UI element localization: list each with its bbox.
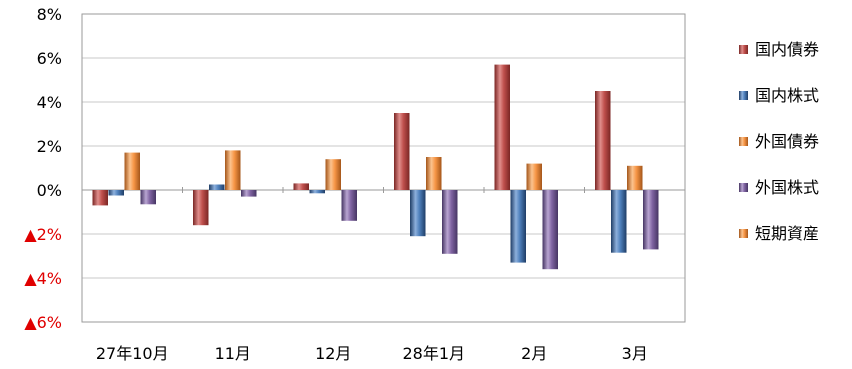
- y-tick-label: 6%: [37, 49, 62, 68]
- bar-外国株式-12月: [341, 190, 357, 221]
- y-tick-label: ▲2%: [24, 225, 62, 244]
- x-tick-labels: 27年10月 11月 12月 28年1月 2月 3月: [96, 344, 648, 363]
- y-tick-label: 8%: [37, 5, 62, 24]
- bar-国内株式-12月: [309, 190, 325, 194]
- bar-外国株式-3月: [643, 190, 659, 250]
- bars: [92, 64, 659, 270]
- bar-外国株式-11月: [241, 190, 257, 197]
- bar-国内債券-2月: [494, 64, 510, 190]
- y-tick-label: 2%: [37, 137, 62, 156]
- legend-swatch: [739, 183, 748, 192]
- y-tick-label: ▲4%: [24, 269, 62, 288]
- bar-外国株式-27年10月: [140, 190, 156, 205]
- bar-外国株式-28年1月: [442, 190, 458, 254]
- bar-国内株式-3月: [611, 190, 627, 253]
- y-tick-labels: 8% 6% 4% 2% 0% ▲2% ▲4% ▲6%: [24, 5, 62, 332]
- bar-外国債券-11月: [225, 150, 241, 190]
- bar-国内債券-27年10月: [92, 190, 108, 206]
- bar-国内債券-3月: [595, 91, 611, 190]
- x-tick-label: 11月: [215, 344, 251, 363]
- legend-label: 国内株式: [755, 86, 819, 105]
- bar-国内株式-2月: [510, 190, 526, 263]
- legend-label: 短期資産: [755, 224, 819, 243]
- bar-外国債券-2月: [526, 163, 542, 190]
- legend-swatch: [739, 91, 748, 100]
- legend-label: 外国株式: [755, 178, 819, 197]
- legend-label: 国内債券: [755, 40, 819, 59]
- grid-lines: [82, 13, 685, 323]
- bar-国内株式-27年10月: [108, 190, 124, 196]
- legend-swatch: [739, 45, 748, 54]
- bar-国内株式-28年1月: [410, 190, 426, 237]
- y-tick-label: ▲6%: [24, 313, 62, 332]
- legend-swatch: [739, 137, 748, 146]
- bar-国内債券-28年1月: [394, 113, 410, 190]
- x-tick-label: 2月: [521, 344, 547, 363]
- bar-外国債券-3月: [627, 165, 643, 190]
- legend-swatch: [739, 229, 748, 238]
- axes: [81, 13, 686, 323]
- bar-外国債券-12月: [325, 159, 341, 190]
- bar-外国債券-27年10月: [124, 152, 140, 190]
- y-tick-label: 0%: [37, 181, 62, 200]
- bar-国内債券-12月: [293, 183, 309, 190]
- bar-外国債券-28年1月: [426, 157, 442, 190]
- x-tick-label: 27年10月: [96, 344, 169, 363]
- bar-国内債券-11月: [193, 190, 209, 226]
- x-tick-label: 3月: [622, 344, 648, 363]
- bar-外国株式-2月: [542, 190, 558, 270]
- legend-label: 外国債券: [755, 132, 819, 151]
- plot-area-border: [81, 13, 686, 323]
- bar-国内株式-11月: [209, 184, 225, 190]
- y-tick-label: 4%: [37, 93, 62, 112]
- x-tick-label: 12月: [315, 344, 351, 363]
- x-tick-label: 28年1月: [402, 344, 465, 363]
